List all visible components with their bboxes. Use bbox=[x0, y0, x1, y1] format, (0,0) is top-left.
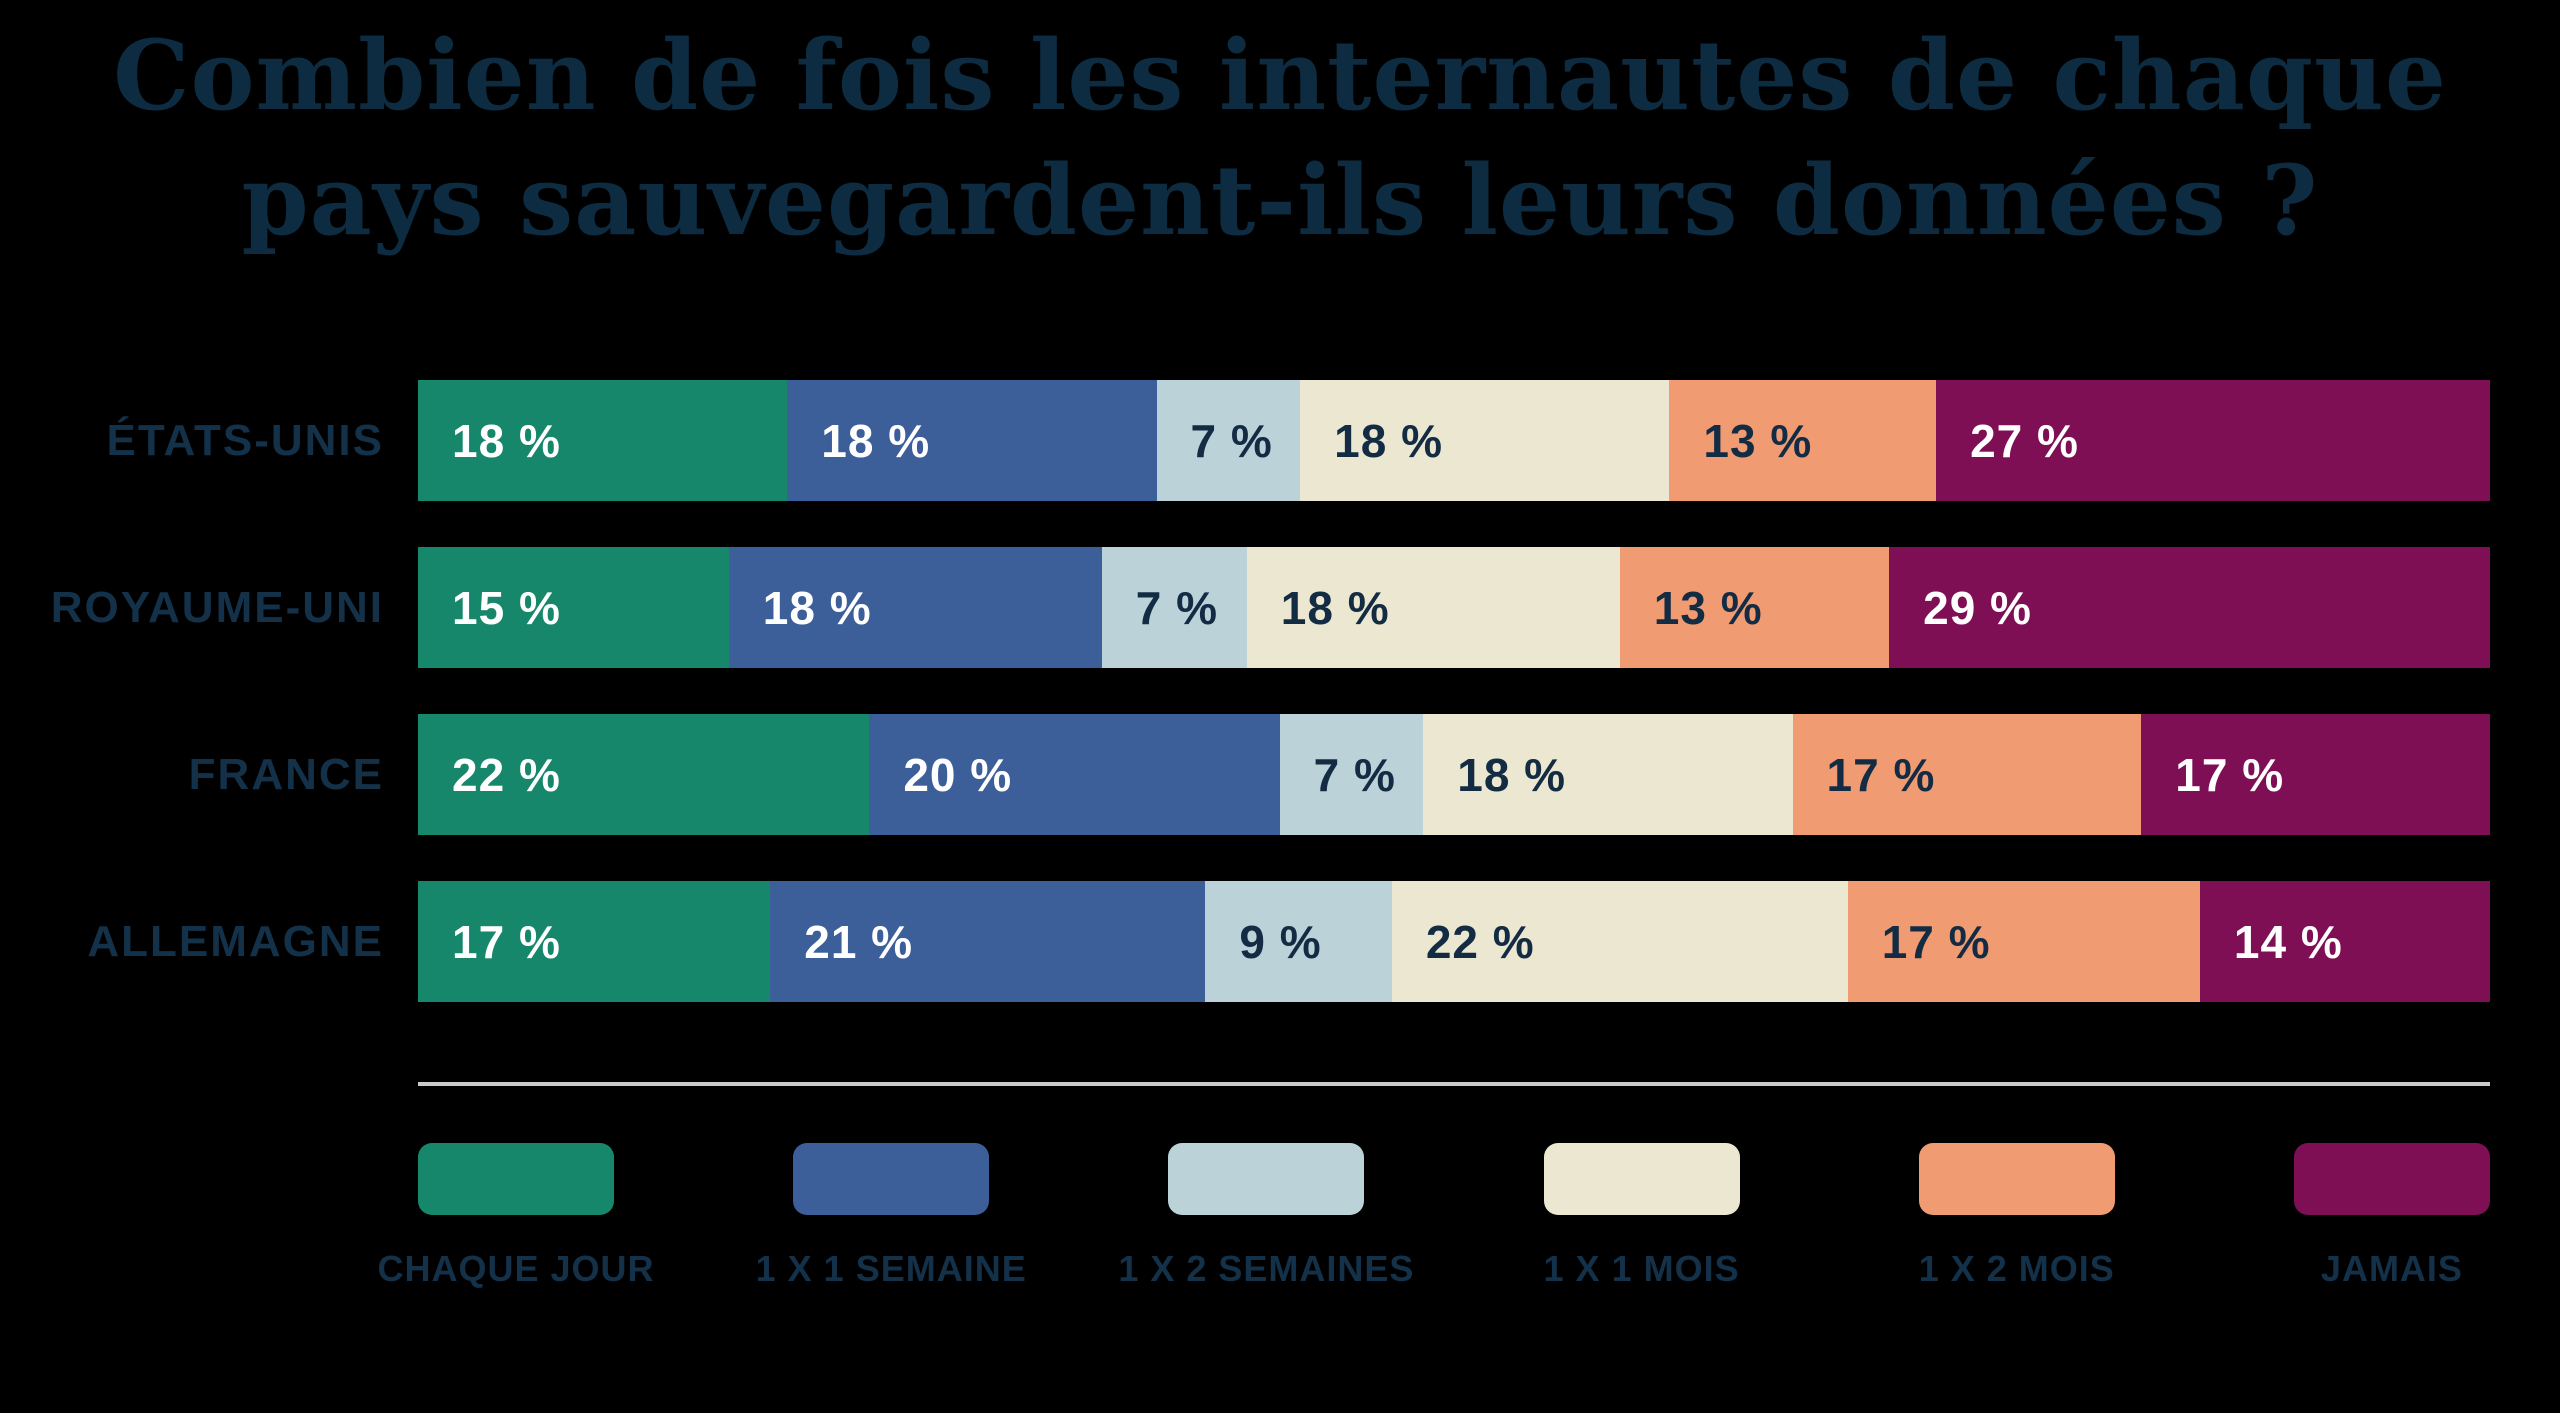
bar-segment: 22 % bbox=[418, 714, 870, 835]
bar-segment: 18 % bbox=[1300, 380, 1670, 501]
segment-value-label: 17 % bbox=[2175, 748, 2285, 801]
legend-swatch bbox=[1918, 1143, 2115, 1215]
legend-item: 1 X 2 SEMAINES bbox=[1118, 1143, 1413, 1290]
bar-segment: 7 % bbox=[1279, 714, 1424, 835]
segment-value-label: 7 % bbox=[1135, 581, 1219, 634]
bar-segment: 9 % bbox=[1205, 881, 1392, 1002]
bar-segment: 7 % bbox=[1156, 380, 1301, 501]
segment-value-label: 7 % bbox=[1190, 414, 1273, 467]
bar-segment: 18 % bbox=[1423, 714, 1793, 835]
segment-value-label: 20 % bbox=[903, 748, 1013, 801]
bar-segment: 14 % bbox=[2199, 881, 2490, 1002]
segment-value-label: 13 % bbox=[1653, 581, 1763, 634]
bar-segment: 29 % bbox=[1889, 547, 2490, 668]
bar-segment: 17 % bbox=[418, 881, 771, 1002]
segment-value-label: 18 % bbox=[1280, 581, 1390, 634]
row-bar: 15 % 18 % 7 % 18 % 13 % 29 % bbox=[418, 547, 2490, 668]
bar-segment: 18 % bbox=[728, 547, 1102, 668]
segment-value-label: 21 % bbox=[804, 915, 914, 968]
legend-swatch bbox=[2293, 1143, 2490, 1215]
legend-label: 1 X 2 SEMAINES bbox=[1118, 1248, 1415, 1289]
row-label: FRANCE bbox=[188, 749, 384, 799]
chart-row: ÉTATS-UNIS 18 % 18 % 7 % 18 % 13 % 27 % bbox=[0, 380, 2560, 501]
segment-value-label: 9 % bbox=[1239, 915, 1322, 968]
bar-segment: 13 % bbox=[1669, 380, 1937, 501]
row-bar: 22 % 20 % 7 % 18 % 17 % 17 % bbox=[418, 714, 2490, 835]
bar-segment: 13 % bbox=[1619, 547, 1890, 668]
segment-value-label: 22 % bbox=[1425, 915, 1535, 968]
chart-row: ROYAUME-UNI 15 % 18 % 7 % 18 % 13 % 29 % bbox=[0, 547, 2560, 668]
segment-value-label: 18 % bbox=[452, 414, 561, 467]
legend-item: CHAQUE JOUR bbox=[377, 1143, 654, 1290]
segment-value-label: 7 % bbox=[1313, 748, 1396, 801]
bar-segment: 21 % bbox=[770, 881, 1206, 1002]
bar-segment: 7 % bbox=[1101, 547, 1247, 668]
legend-item: 1 X 1 SEMAINE bbox=[756, 1143, 1026, 1290]
bar-segment: 17 % bbox=[1792, 714, 2142, 835]
bar-segment: 22 % bbox=[1391, 881, 1848, 1002]
legend-label: 1 X 1 SEMAINE bbox=[755, 1248, 1027, 1289]
segment-value-label: 18 % bbox=[762, 581, 872, 634]
segment-value-label: 22 % bbox=[452, 748, 561, 801]
legend-item: 1 X 2 MOIS bbox=[1919, 1143, 2115, 1290]
segment-value-label: 29 % bbox=[1923, 581, 2032, 634]
segment-value-label: 15 % bbox=[452, 581, 561, 634]
legend-label: 1 X 1 MOIS bbox=[1543, 1248, 1740, 1289]
segment-value-label: 18 % bbox=[821, 414, 931, 467]
segment-value-label: 18 % bbox=[1334, 414, 1443, 467]
row-label: ALLEMAGNE bbox=[87, 916, 384, 966]
segment-value-label: 17 % bbox=[1881, 915, 1991, 968]
legend-swatch bbox=[1543, 1143, 1740, 1215]
bar-segment: 17 % bbox=[1847, 881, 2200, 1002]
chart-title: Combien de fois les internautes de chaqu… bbox=[0, 0, 2560, 264]
segment-value-label: 13 % bbox=[1703, 414, 1813, 467]
segment-value-label: 27 % bbox=[1970, 414, 2079, 467]
bar-segment: 18 % bbox=[418, 380, 788, 501]
legend-swatch bbox=[418, 1143, 614, 1215]
legend-label: 1 X 2 MOIS bbox=[1918, 1248, 2115, 1289]
legend-separator-line bbox=[418, 1082, 2490, 1086]
segment-value-label: 14 % bbox=[2233, 915, 2343, 968]
row-label: ÉTATS-UNIS bbox=[106, 415, 384, 465]
row-bar: 18 % 18 % 7 % 18 % 13 % 27 % bbox=[418, 380, 2490, 501]
chart-title-line-1: Combien de fois les internautes de chaqu… bbox=[113, 19, 2447, 132]
chart-row: FRANCE 22 % 20 % 7 % 18 % 17 % 17 % bbox=[0, 714, 2560, 835]
row-bar: 17 % 21 % 9 % 22 % 17 % 14 % bbox=[418, 881, 2490, 1002]
stacked-bar-chart: ÉTATS-UNIS 18 % 18 % 7 % 18 % 13 % 27 % ROYAUME… bbox=[0, 380, 2560, 1048]
bar-segment: 18 % bbox=[1246, 547, 1620, 668]
bar-segment: 15 % bbox=[418, 547, 729, 668]
chart-legend: CHAQUE JOUR 1 X 1 SEMAINE 1 X 2 SEMAINES 1 … bbox=[377, 1143, 2490, 1290]
segment-value-label: 17 % bbox=[1826, 748, 1936, 801]
bar-segment: 20 % bbox=[869, 714, 1280, 835]
legend-swatch bbox=[1168, 1143, 1365, 1215]
bar-segment: 18 % bbox=[787, 380, 1157, 501]
bar-segment: 27 % bbox=[1936, 380, 2490, 501]
bar-segment: 17 % bbox=[2141, 714, 2490, 835]
segment-value-label: 17 % bbox=[452, 915, 561, 968]
legend-item: 1 X 1 MOIS bbox=[1544, 1143, 1740, 1290]
row-label: ROYAUME-UNI bbox=[50, 582, 384, 632]
segment-value-label: 18 % bbox=[1457, 748, 1567, 801]
chart-title-line-2: pays sauvegardent-ils leurs données ? bbox=[241, 143, 2319, 257]
legend-label: JAMAIS bbox=[2320, 1248, 2463, 1289]
legend-item: JAMAIS bbox=[2293, 1143, 2490, 1290]
legend-label: CHAQUE JOUR bbox=[377, 1248, 655, 1289]
chart-row: ALLEMAGNE 17 % 21 % 9 % 22 % 17 % 14 % bbox=[0, 881, 2560, 1002]
legend-swatch bbox=[793, 1143, 990, 1215]
